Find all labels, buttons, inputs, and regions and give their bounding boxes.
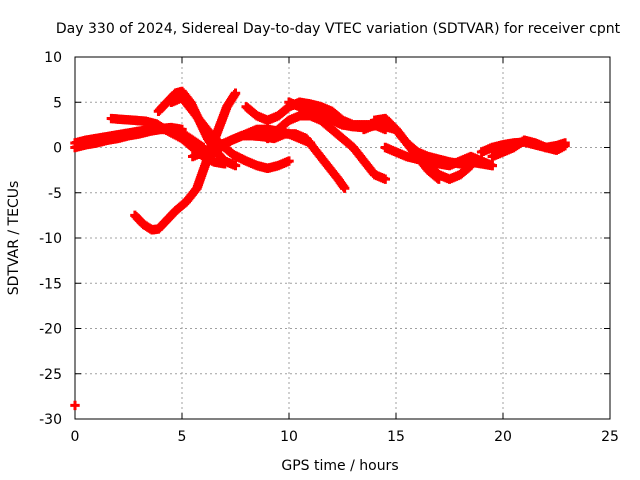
y-axis-label: SDTVAR / TECUs [6,181,22,296]
data-points [70,86,570,411]
y-tick-label: -5 [48,186,62,202]
series-track-10 [262,111,390,184]
data-point [284,156,294,166]
y-tick-label: 5 [53,95,62,111]
data-point [70,400,80,411]
x-tick-label: 20 [494,429,512,445]
series-track-14 [380,142,497,171]
data-point [487,160,497,171]
x-tick-label: 15 [387,429,405,445]
data-point [560,140,570,151]
x-tick-labels: 0 5 10 15 20 25 [71,429,619,445]
series-track-8 [205,129,350,193]
y-tick-label: -30 [39,412,62,428]
y-tick-label: -10 [39,231,62,247]
y-tick-label: 10 [44,50,62,66]
chart-title: Day 330 of 2024, Sidereal Day-to-day VTE… [56,21,621,37]
data-point [339,183,350,193]
x-tick-label: 5 [178,429,187,445]
x-tick-label: 25 [601,429,619,445]
data-point [380,174,390,184]
y-tick-labels: 10 5 0 -5 -10 -15 -20 -25 -30 [39,50,62,428]
y-tick-label: 0 [53,141,62,157]
series-track-16 [487,135,570,162]
y-tick-label: -15 [39,276,62,292]
x-tick-label: 0 [71,429,80,445]
y-tick-label: -25 [39,367,62,383]
data-point [230,160,241,171]
y-tick-label: -20 [39,322,62,338]
series-isolated-point [70,400,80,411]
x-tick-label: 10 [280,429,298,445]
x-axis-label: GPS time / hours [281,458,398,474]
data-point [230,88,241,98]
